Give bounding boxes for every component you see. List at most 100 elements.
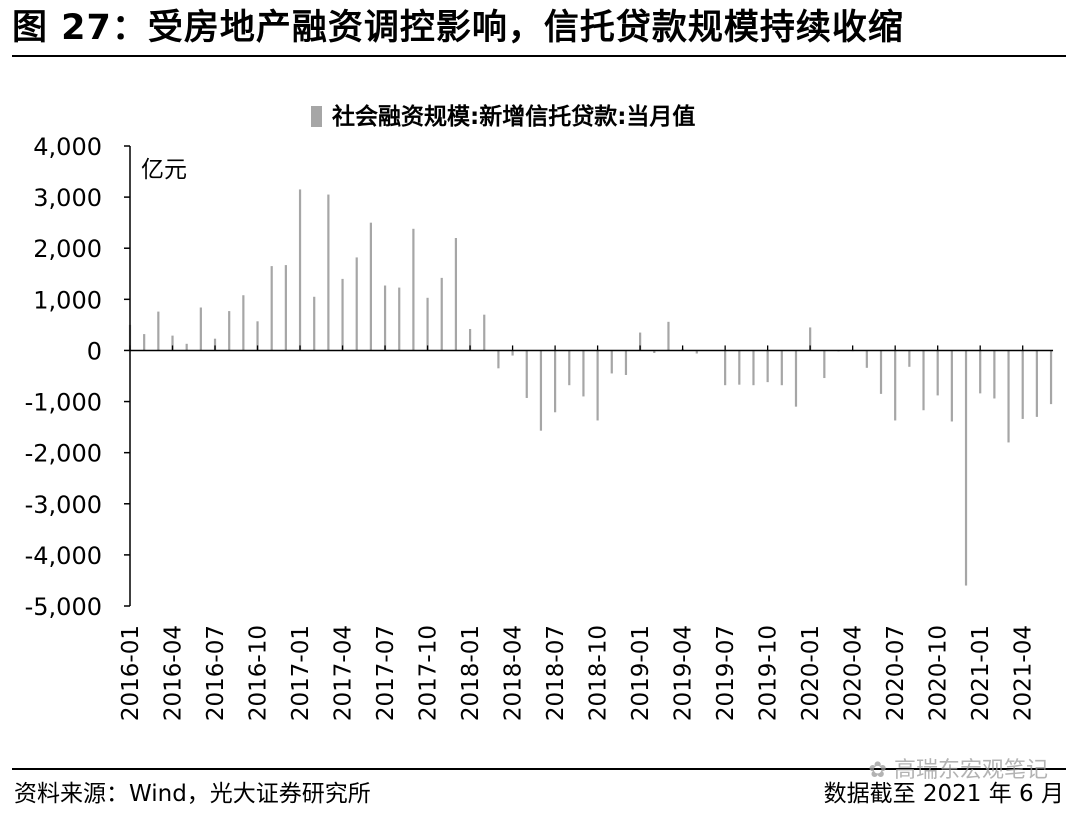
bar <box>525 350 528 398</box>
bar <box>369 222 372 351</box>
bar <box>1021 350 1024 419</box>
bar <box>568 350 571 386</box>
x-tick-label: 2018-10 <box>586 625 612 721</box>
bar <box>936 350 939 396</box>
y-tick-label: 1,000 <box>33 286 102 314</box>
bar <box>865 350 868 368</box>
bar <box>383 285 387 351</box>
bar <box>454 238 458 351</box>
bar <box>199 307 202 351</box>
x-tick-label: 2017-07 <box>373 625 399 721</box>
y-tick-label: -4,000 <box>25 542 102 570</box>
y-axis: 4,000 3,000 2,000 1,000 0 -1,000 -2,000 -3,000 -… <box>25 133 131 621</box>
bar <box>780 350 783 386</box>
y-tick-label: -5,000 <box>25 593 102 621</box>
bar <box>468 328 472 351</box>
y-tick-label: -3,000 <box>25 491 102 519</box>
y-unit-label: 亿元 <box>141 157 187 183</box>
bar <box>157 311 160 351</box>
bar <box>426 297 429 351</box>
title-rule <box>12 55 1066 57</box>
x-tick-label: 2018-07 <box>543 625 569 721</box>
y-tick-label: 4,000 <box>33 133 102 161</box>
x-tick-label: 2018-04 <box>501 625 527 721</box>
y-tick-label: -2,000 <box>25 440 102 468</box>
bar <box>1049 350 1053 405</box>
wechat-icon: ✿ <box>868 758 887 783</box>
x-axis: 2016-01 2016-04 2016-07 2016-10 2017-01 2017-… <box>118 345 1054 721</box>
source-note: 资料来源：Wind，光大证券研究所 <box>14 781 371 807</box>
bar <box>950 350 953 422</box>
bar <box>993 350 996 399</box>
bar <box>964 350 968 586</box>
bar <box>440 277 443 351</box>
bar <box>766 350 769 383</box>
bar <box>809 327 812 351</box>
x-tick-label: 2019-01 <box>628 625 654 721</box>
x-tick-label: 2021-04 <box>1011 625 1037 721</box>
bar <box>624 350 628 375</box>
bar <box>596 350 599 421</box>
bar <box>228 311 231 351</box>
bar <box>398 287 401 351</box>
legend-label: 社会融资规模:新增信托贷款:当月值 <box>332 103 695 130</box>
bar <box>242 295 245 351</box>
bar <box>341 278 344 351</box>
x-tick-label: 2017-10 <box>416 625 442 721</box>
x-tick-label: 2020-01 <box>798 625 824 721</box>
bar <box>922 350 925 411</box>
bar <box>639 332 642 351</box>
bar <box>610 350 613 374</box>
bar <box>313 296 316 351</box>
bar <box>483 314 486 351</box>
bar <box>879 350 883 394</box>
bar <box>554 350 557 413</box>
bar <box>327 194 330 351</box>
bars <box>128 189 1053 586</box>
figure-title: 图 27：受房地产融资调控影响，信托贷款规模持续收缩 <box>12 8 904 48</box>
x-tick-label: 2020-10 <box>926 625 952 721</box>
watermark-text: 高瑞东宏观笔记 <box>893 758 1048 783</box>
x-tick-label: 2017-04 <box>331 625 357 721</box>
bar <box>752 350 755 386</box>
legend-swatch <box>311 106 322 127</box>
x-tick-label: 2016-10 <box>246 625 272 721</box>
bar <box>794 350 798 407</box>
bar <box>256 321 259 351</box>
x-tick-label: 2016-04 <box>161 625 187 721</box>
bar <box>724 350 727 386</box>
x-tick-label: 2020-04 <box>841 625 867 721</box>
bar <box>894 350 897 421</box>
bar <box>511 350 514 356</box>
watermark: ✿ 高瑞东宏观笔记 <box>869 752 1048 784</box>
y-tick-label: 0 <box>87 337 102 365</box>
y-tick-label: 3,000 <box>33 184 102 212</box>
bar <box>653 350 656 353</box>
x-tick-label: 2021-01 <box>968 625 994 721</box>
bar <box>171 335 174 351</box>
x-tick-label: 2018-01 <box>458 625 484 721</box>
bar <box>539 350 543 431</box>
bar <box>582 350 585 397</box>
bar <box>298 189 302 351</box>
bar <box>823 350 826 379</box>
x-tick-label: 2016-07 <box>203 625 229 721</box>
date-note: 数据截至 2021 年 6 月 <box>823 781 1064 807</box>
legend: 社会融资规模:新增信托贷款:当月值 <box>311 103 695 130</box>
bar <box>738 350 741 385</box>
bar <box>412 228 415 351</box>
x-tick-label: 2019-07 <box>713 625 739 721</box>
bar <box>908 350 911 367</box>
bar <box>213 338 217 351</box>
bar <box>143 334 146 351</box>
bar <box>979 350 982 394</box>
bar <box>1035 350 1038 417</box>
chart: 社会融资规模:新增信托贷款:当月值 亿元 4,000 3,000 2,000 1,00… <box>25 103 1054 721</box>
x-tick-label: 2017-01 <box>288 625 314 721</box>
bar <box>284 265 287 351</box>
x-tick-label: 2019-04 <box>671 625 697 721</box>
x-tick-label: 2020-07 <box>883 625 909 721</box>
y-tick-label: -1,000 <box>25 389 102 417</box>
bar <box>695 350 698 354</box>
bar <box>1007 350 1010 443</box>
